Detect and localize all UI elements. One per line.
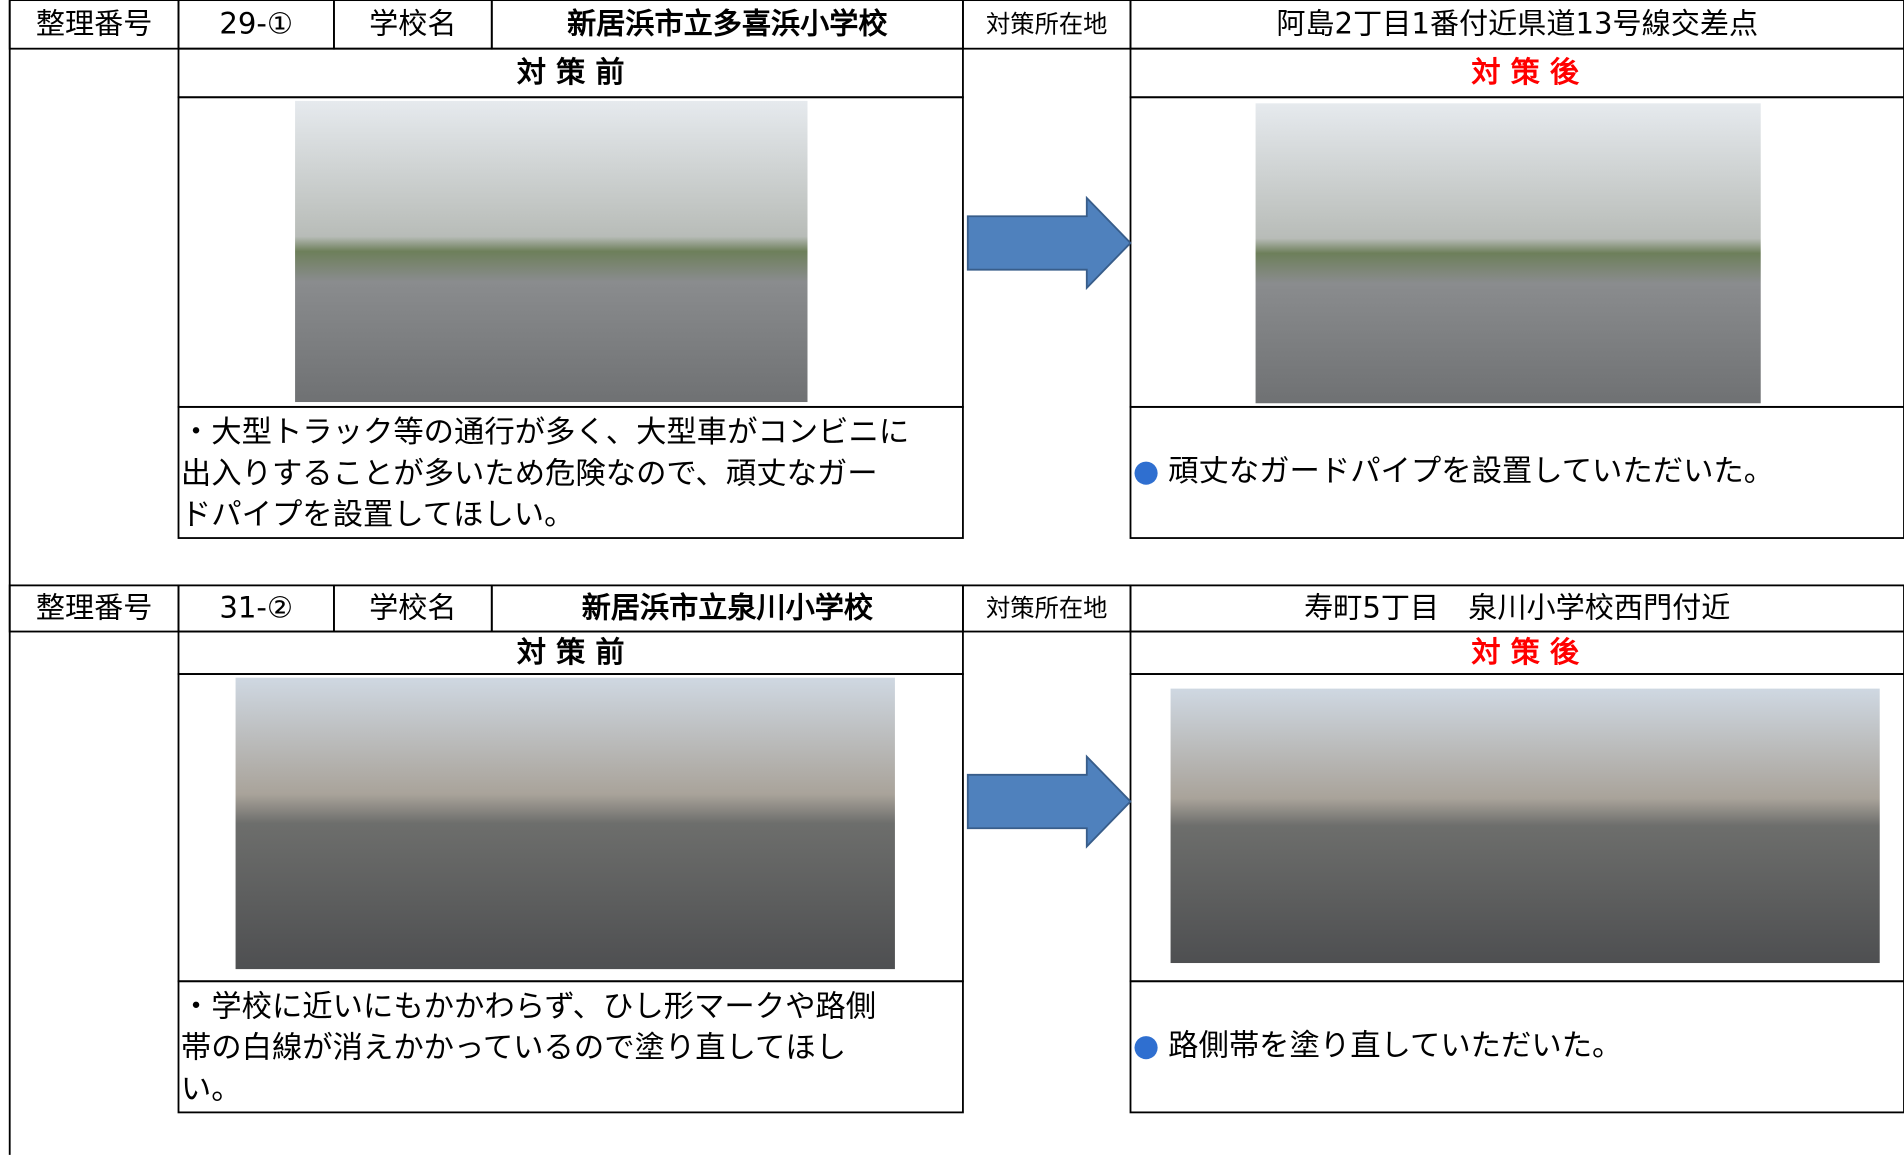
arrow bbox=[966, 754, 1132, 849]
after-photo bbox=[1170, 688, 1880, 964]
header-number: 31-② bbox=[219, 591, 293, 625]
after-text: 路側帯を塗り直していただいた。 bbox=[1168, 1028, 1622, 1063]
before-photo bbox=[295, 100, 808, 403]
after-bullet: ● bbox=[1133, 1028, 1159, 1063]
header-school: 新居浜市立泉川小学校 bbox=[582, 591, 874, 625]
before-text-line: ・学校に近いにもかかわらず、ひし形マークや路側 bbox=[181, 989, 876, 1024]
header-number: 29-① bbox=[219, 7, 293, 41]
after-label: 対 策 後 bbox=[1471, 635, 1580, 669]
header-school-label: 学校名 bbox=[369, 591, 456, 625]
after-photo bbox=[1255, 103, 1761, 404]
before-label: 対 策 前 bbox=[517, 55, 625, 89]
header-location-label: 対策所在地 bbox=[986, 10, 1107, 39]
after-label: 対 策 後 bbox=[1471, 55, 1580, 89]
header-school: 新居浜市立多喜浜小学校 bbox=[567, 7, 888, 41]
before-text-line: 出入りすることが多いため危険なので、頑丈なガー bbox=[181, 456, 878, 491]
arrow bbox=[966, 195, 1132, 291]
before-photo bbox=[235, 677, 895, 970]
before-text-line: い。 bbox=[181, 1072, 242, 1107]
header-location-label: 対策所在地 bbox=[986, 594, 1107, 623]
before-text-line: 帯の白線が消えかかっているので塗り直してほし bbox=[181, 1031, 846, 1066]
before-text-line: ・大型トラック等の通行が多く、大型車がコンビニに bbox=[181, 415, 909, 450]
header-location: 阿島2丁目1番付近県道13号線交差点 bbox=[1276, 7, 1758, 41]
before-label: 対 策 前 bbox=[517, 635, 625, 669]
before-text-cell bbox=[177, 405, 964, 539]
after-text: 頑丈なガードパイプを設置していただいた。 bbox=[1168, 454, 1774, 489]
header-number-label: 整理番号 bbox=[36, 7, 153, 41]
header-location: 寿町5丁目 泉川小学校西門付近 bbox=[1304, 591, 1730, 625]
header-school-label: 学校名 bbox=[369, 7, 456, 41]
before-text-cell bbox=[177, 980, 964, 1114]
after-bullet: ● bbox=[1133, 454, 1159, 489]
header-number-label: 整理番号 bbox=[36, 591, 153, 625]
before-text-line: ドパイプを設置してほしい。 bbox=[181, 498, 575, 533]
